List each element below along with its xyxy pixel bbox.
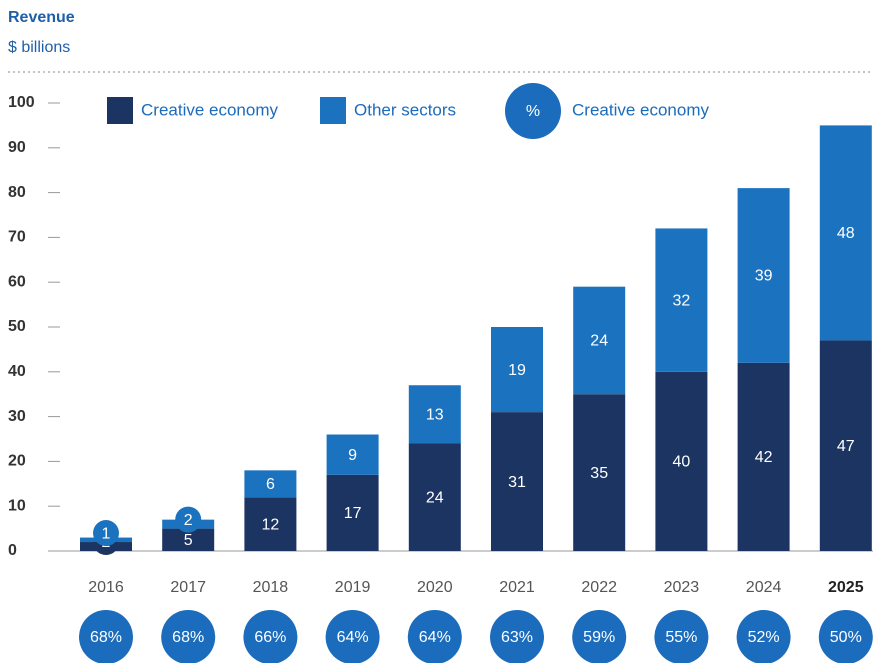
bar-segment — [326, 434, 379, 475]
bar-segment — [244, 497, 297, 551]
value-label: 17 — [344, 505, 362, 522]
label-bubble — [175, 506, 202, 533]
legend-swatch — [320, 97, 346, 124]
value-label: 39 — [755, 268, 773, 285]
share-circle — [325, 610, 380, 663]
x-tick-label: 2017 — [170, 579, 206, 596]
share-circle — [407, 610, 462, 663]
y-tick-label: 90 — [8, 139, 26, 156]
bar-segment — [491, 412, 543, 551]
y-tick-label: 50 — [8, 318, 26, 335]
bar-segment — [655, 228, 708, 372]
share-circle — [818, 610, 873, 663]
bar-segment — [326, 474, 379, 551]
share-circle — [79, 610, 133, 663]
legend-symbol: % — [526, 103, 540, 120]
bar-segment — [737, 188, 790, 363]
share-label: 66% — [254, 629, 286, 646]
value-label: 5 — [184, 532, 193, 549]
value-label: 35 — [590, 465, 608, 482]
share-circle — [572, 610, 627, 663]
bar-segment — [491, 327, 543, 413]
bar-segment — [408, 385, 461, 444]
share-label: 64% — [337, 629, 369, 646]
share-label: 68% — [90, 629, 122, 646]
value-label: 19 — [508, 362, 526, 379]
legend-circle — [505, 83, 561, 139]
bar-segment — [819, 340, 872, 551]
label-bubble — [93, 520, 119, 547]
share-label: 63% — [501, 629, 533, 646]
chart-title: Revenue — [8, 9, 75, 26]
x-tick-label: 2025 — [828, 579, 864, 596]
value-label: 6 — [266, 476, 275, 493]
share-circle — [243, 610, 298, 663]
chart-subtitle: $ billions — [8, 39, 70, 56]
x-tick-label: 2016 — [88, 579, 124, 596]
y-tick-label: 40 — [8, 363, 26, 380]
x-tick-label: 2018 — [253, 579, 289, 596]
y-tick-label: 60 — [8, 273, 26, 290]
y-tick-label: 100 — [8, 94, 35, 111]
value-label: 1 — [102, 525, 111, 542]
value-label: 40 — [673, 454, 691, 471]
x-tick-label: 2019 — [335, 579, 371, 596]
y-tick-label: 0 — [8, 542, 17, 559]
value-label: 12 — [262, 516, 280, 533]
legend-swatch — [107, 97, 133, 124]
value-label: 24 — [590, 333, 608, 350]
value-label: 2 — [184, 512, 193, 529]
share-label: 50% — [830, 629, 862, 646]
legend-label: Creative economy — [572, 100, 710, 119]
legend-label: Creative economy — [141, 100, 279, 119]
x-tick-label: 2021 — [499, 579, 535, 596]
bar-segment — [655, 371, 708, 551]
value-label: 24 — [426, 489, 444, 506]
value-label: 42 — [755, 449, 773, 466]
bar-segment — [408, 443, 461, 551]
share-circle — [654, 610, 709, 663]
share-circle — [490, 610, 544, 663]
x-tick-label: 2020 — [417, 579, 453, 596]
bar-segment — [737, 362, 790, 551]
x-tick-label: 2023 — [664, 579, 700, 596]
bar-segment — [162, 528, 215, 551]
value-label: 47 — [837, 438, 855, 455]
bar-segment — [573, 394, 626, 551]
value-label: 13 — [426, 407, 444, 424]
legend-label: Other sectors — [354, 100, 456, 119]
y-tick-label: 80 — [8, 184, 26, 201]
bar-segment — [819, 125, 872, 341]
y-tick-label: 30 — [8, 408, 26, 425]
bar-segment — [244, 470, 297, 498]
value-label: 48 — [837, 225, 855, 242]
share-label: 52% — [748, 629, 780, 646]
share-label: 59% — [583, 629, 615, 646]
x-tick-label: 2024 — [746, 579, 782, 596]
value-label: 9 — [348, 447, 357, 464]
y-tick-label: 70 — [8, 229, 26, 246]
bar-segment — [573, 286, 626, 395]
value-label: 31 — [508, 474, 526, 491]
value-label: 32 — [673, 292, 691, 309]
share-circle — [161, 610, 216, 663]
share-label: 55% — [665, 629, 697, 646]
share-label: 68% — [172, 629, 204, 646]
y-tick-label: 20 — [8, 453, 26, 470]
x-tick-label: 2022 — [581, 579, 617, 596]
share-label: 64% — [419, 629, 451, 646]
y-tick-label: 10 — [8, 497, 26, 514]
share-circle — [736, 610, 791, 663]
